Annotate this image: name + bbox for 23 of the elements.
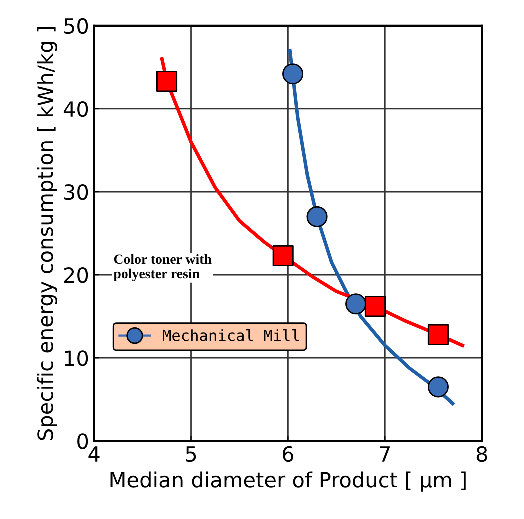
y-tick-label: 50 [64, 18, 88, 34]
point [428, 376, 449, 398]
y-tick-label: 20 [64, 268, 88, 284]
y-axis-title: Specific energy consumption [ kWh/kg ] [37, 27, 58, 440]
point [272, 245, 294, 266]
x-tick-label: 5 [186, 446, 196, 462]
point [282, 64, 304, 85]
x-tick-label: 6 [283, 446, 294, 462]
point [428, 324, 449, 346]
y-tick-label: 40 [64, 101, 88, 118]
annotation: Color toner with polyester resin [114, 254, 212, 282]
x-tick-label: 8 [476, 446, 488, 462]
x-axis-title: Median diameter of Product [ μm ] [110, 472, 466, 492]
point [306, 206, 328, 228]
legend-label: Mechanical Mill [163, 329, 299, 342]
y-tick-label: 10 [65, 350, 88, 366]
point [156, 71, 178, 92]
y-tick-label: 0 [78, 434, 88, 450]
x-tick-label: 7 [380, 446, 390, 462]
y-tick-label: 30 [64, 184, 88, 200]
x-tick-label: 4 [88, 446, 100, 462]
point [364, 296, 386, 318]
point [346, 294, 367, 315]
